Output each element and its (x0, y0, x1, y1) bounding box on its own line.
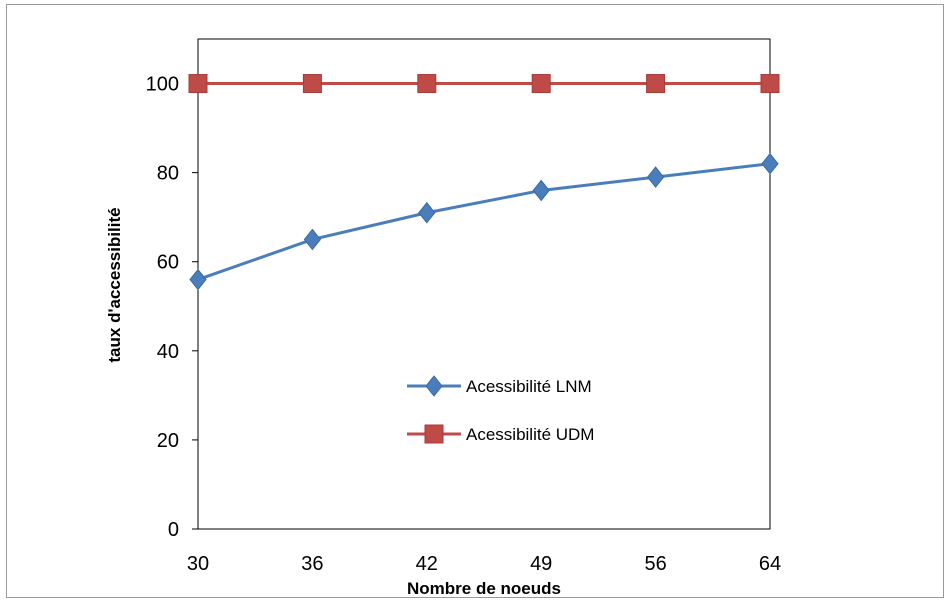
y-axis-title: taux d'accessibilité (105, 207, 124, 362)
data-point-lnm (189, 268, 207, 291)
data-point-udm (531, 74, 551, 94)
y-tick-label: 20 (157, 430, 179, 452)
data-point-lnm (418, 201, 436, 224)
x-tick-label: 36 (301, 553, 323, 575)
legend-marker-lnm (425, 375, 443, 397)
y-tick-label: 40 (157, 341, 179, 363)
data-point-lnm (761, 152, 779, 175)
legend-marker-udm (424, 424, 444, 444)
data-point-udm (760, 74, 780, 94)
y-axis-ticks: 0 20 40 60 80 100 (146, 74, 198, 541)
y-tick-label: 60 (157, 252, 179, 274)
x-tick-label: 49 (530, 553, 552, 575)
x-tick-label: 30 (187, 553, 209, 575)
legend-label-lnm: Acessibilité LNM (466, 377, 592, 396)
y-tick-label: 80 (157, 163, 179, 185)
series-line-lnm (197, 162, 771, 281)
data-point-lnm (532, 179, 550, 202)
plot-area (197, 38, 771, 530)
y-tick-label: 0 (168, 519, 179, 541)
legend-label-udm: Acessibilité UDM (466, 425, 594, 444)
data-point-lnm (303, 228, 322, 251)
legend: Acessibilité LNM Acessibilité UDM (407, 375, 594, 444)
x-axis-ticks: 30 36 42 49 56 64 (187, 553, 781, 575)
x-axis-title: Nombre de noeuds (407, 579, 561, 598)
data-point-udm (188, 74, 208, 94)
x-tick-label: 42 (416, 553, 438, 575)
y-tick-label: 100 (146, 74, 179, 96)
x-tick-label: 56 (644, 553, 666, 575)
data-point-lnm (646, 166, 665, 188)
series-layer (188, 74, 780, 291)
data-point-udm (646, 74, 666, 94)
x-tick-label: 64 (759, 553, 781, 575)
data-point-udm (417, 74, 437, 94)
data-point-udm (302, 74, 322, 94)
